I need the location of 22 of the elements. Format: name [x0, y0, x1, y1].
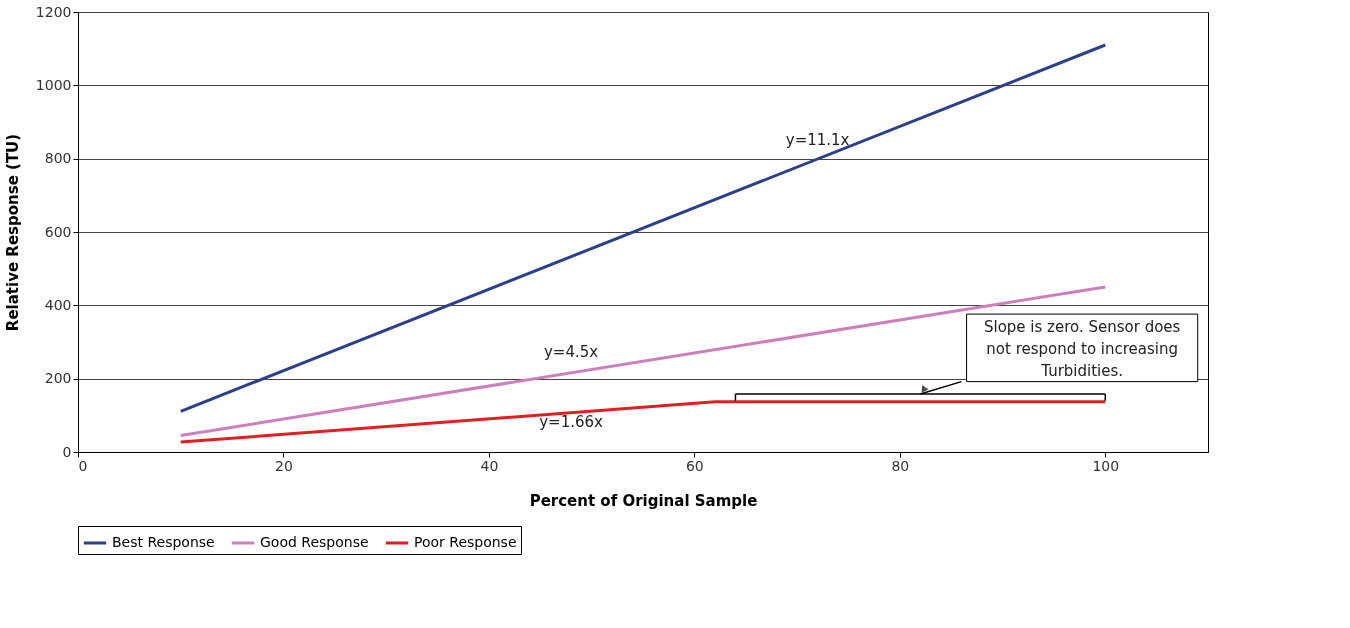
legend-label: Best Response [112, 534, 215, 550]
y-tick-label: 600 [44, 223, 72, 240]
annotation: y=1.66x [539, 413, 604, 431]
y-tick-label: 800 [44, 150, 72, 167]
legend-label: Poor Response [414, 534, 517, 550]
legend-label: Good Response [260, 534, 369, 550]
annotation: y=4.5x [544, 343, 599, 362]
x-tick-label: 100 [1092, 457, 1120, 474]
y-tick-label: 0 [62, 443, 72, 460]
y-axis-title: Relative Response (TU) [3, 133, 22, 332]
x-tick-label: 0 [78, 457, 88, 474]
x-tick-label: 80 [891, 457, 910, 474]
annotation: Slope is zero. Sensor does not respond to increasing Turbidities. [983, 318, 1181, 381]
x-tick-label: 60 [685, 457, 704, 474]
x-axis-title: Percent of Original Sample [529, 491, 758, 510]
x-tick-label: 20 [275, 457, 293, 474]
y-tick-label: 400 [44, 296, 72, 313]
y-tick-label: 1200 [35, 3, 72, 20]
y-tick-label: 1000 [35, 76, 72, 93]
annotation: y=11.1x [785, 130, 850, 149]
y-tick-label: 200 [44, 370, 72, 387]
x-tick-label: 40 [480, 457, 499, 474]
